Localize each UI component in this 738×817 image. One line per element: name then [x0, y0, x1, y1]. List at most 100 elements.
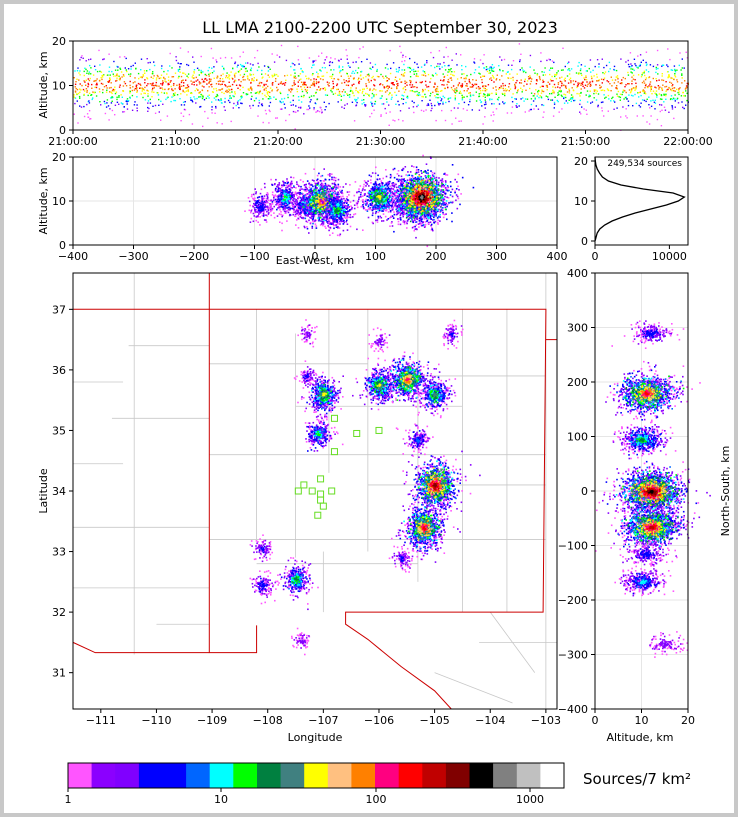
time-height-point: [418, 92, 420, 94]
time-height-point: [463, 96, 465, 98]
time-height-point: [74, 90, 77, 92]
time-height-point: [409, 76, 412, 78]
time-height-point: [353, 94, 355, 97]
time-height-point: [507, 77, 509, 79]
time-height-point: [388, 93, 390, 96]
time-height-point: [120, 94, 122, 96]
time-height-point: [472, 94, 475, 96]
time-height-point: [490, 66, 493, 68]
time-height-point: [668, 75, 670, 77]
time-height-point: [313, 80, 315, 83]
time-height-point: [251, 89, 253, 91]
time-height-point: [209, 80, 212, 82]
time-height-point: [107, 105, 110, 107]
time-height-point: [681, 74, 683, 76]
time-height-point: [389, 92, 391, 94]
ew-point: [286, 180, 288, 182]
time-height-point: [162, 81, 164, 84]
time-height-point: [305, 75, 307, 77]
time-height-point: [444, 69, 447, 71]
time-height-point: [338, 65, 340, 67]
time-height-point: [367, 73, 370, 75]
ew-point: [320, 175, 322, 178]
time-height-point: [365, 104, 367, 106]
ew-point: [284, 194, 287, 197]
time-height-point: [158, 104, 160, 106]
time-height-point: [644, 84, 647, 87]
time-height-point: [346, 103, 348, 105]
time-height-point: [633, 58, 636, 60]
time-height-point: [115, 75, 117, 77]
time-height-point: [83, 105, 85, 108]
time-height-point: [430, 109, 432, 112]
ew-point: [281, 222, 283, 225]
time-height-point: [523, 70, 526, 72]
time-height-point: [135, 84, 138, 87]
time-height-point: [232, 107, 234, 109]
time-height-point: [111, 70, 113, 73]
time-height-point: [152, 105, 154, 107]
time-height-point: [465, 85, 467, 87]
time-height-point: [129, 75, 131, 77]
time-height-point: [401, 94, 403, 96]
time-height-point: [597, 80, 600, 82]
time-height-point: [400, 73, 403, 76]
time-height-point: [167, 76, 170, 78]
time-height-point: [563, 79, 566, 81]
ew-point: [258, 199, 260, 201]
time-height-point: [648, 104, 650, 106]
time-height-point: [253, 100, 256, 102]
time-height-point: [436, 90, 438, 92]
time-height-point: [357, 97, 359, 99]
time-height-point: [369, 88, 371, 90]
time-height-point: [363, 94, 365, 97]
time-height-point: [163, 92, 166, 94]
time-height-point: [522, 71, 525, 73]
time-height-point: [378, 76, 380, 78]
ew-point: [275, 178, 277, 181]
time-height-point: [443, 96, 446, 99]
time-height-point: [89, 118, 91, 120]
time-height-point: [252, 79, 255, 81]
time-height-point: [611, 97, 613, 100]
time-height-point: [395, 103, 397, 105]
time-height-point: [292, 110, 295, 113]
time-height-point: [297, 45, 299, 48]
time-height-point: [162, 83, 164, 85]
time-height-point: [495, 93, 497, 95]
time-height-point: [114, 114, 116, 116]
time-height-point: [572, 95, 574, 98]
ew-point: [282, 194, 284, 196]
time-height-point: [359, 48, 361, 50]
ew-point: [260, 205, 262, 208]
time-height-point: [685, 90, 687, 92]
time-height-point: [152, 77, 154, 79]
time-height-point: [330, 57, 332, 59]
time-height-point: [326, 81, 329, 83]
ew-point: [280, 195, 283, 198]
time-height-point: [676, 98, 678, 101]
ew-point: [255, 216, 258, 218]
time-height-point: [597, 104, 599, 107]
time-height-point: [347, 65, 350, 67]
time-height-point: [450, 86, 453, 89]
time-height-point: [529, 76, 532, 79]
time-height-point: [372, 95, 375, 98]
time-height-point: [549, 73, 551, 76]
time-height-point: [641, 72, 644, 74]
time-height-point: [384, 91, 387, 93]
time-height-point: [155, 77, 158, 79]
ew-point: [321, 174, 324, 177]
time-height-point: [259, 81, 261, 84]
time-height-point: [546, 89, 548, 91]
time-height-point: [306, 89, 309, 91]
ew-point: [318, 205, 320, 208]
ew-point: [267, 193, 269, 196]
time-height-point: [216, 93, 218, 96]
time-height-point: [121, 96, 123, 98]
time-height-point: [549, 78, 552, 81]
ew-point: [253, 215, 256, 217]
time-height-point: [232, 95, 234, 97]
ew-point: [294, 213, 297, 216]
time-height-point: [430, 92, 432, 95]
